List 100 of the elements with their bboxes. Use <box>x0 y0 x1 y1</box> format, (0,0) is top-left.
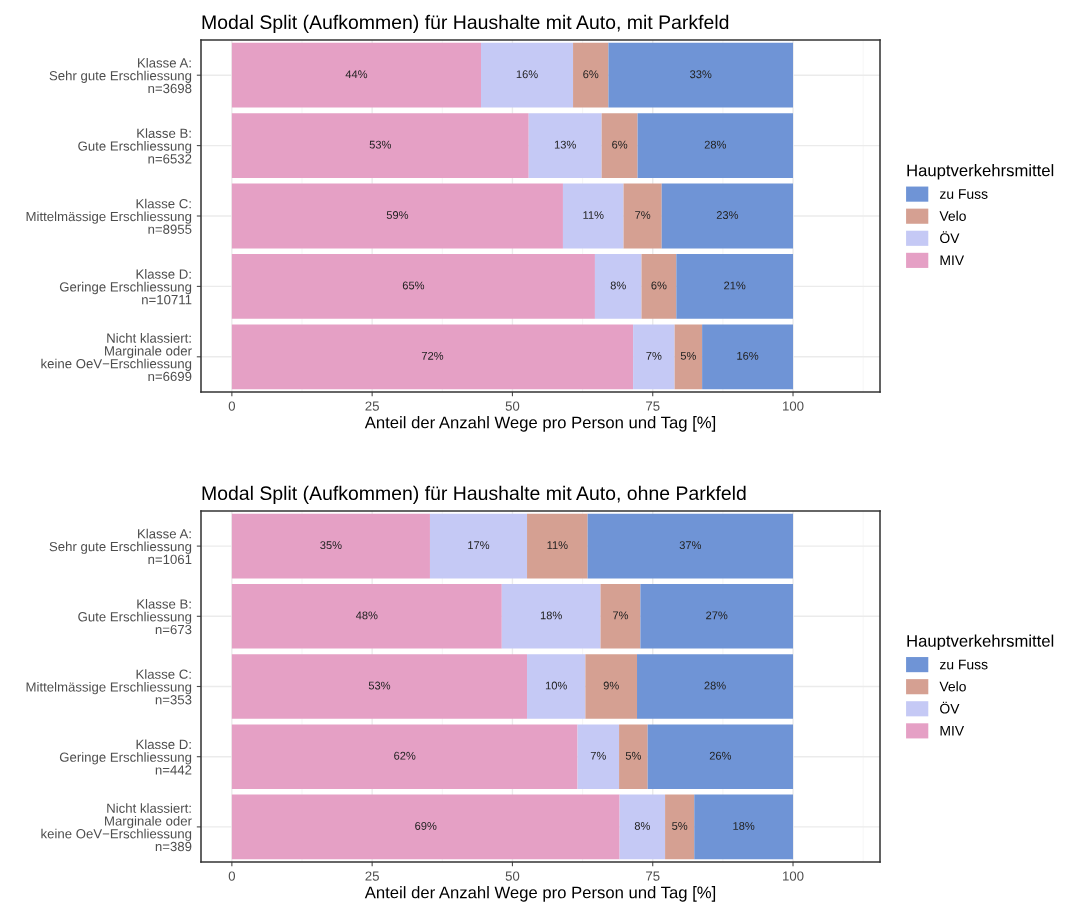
bar <box>231 113 529 178</box>
y-tick-label: Klasse A: Sehr gute Erschliessung n=3698 <box>49 57 192 94</box>
bar <box>608 42 794 108</box>
bar <box>674 324 703 390</box>
bar <box>231 584 502 649</box>
bar <box>600 584 641 649</box>
data-label: 9% <box>603 681 619 690</box>
data-label: 6% <box>612 140 628 149</box>
data-label: 7% <box>635 211 651 219</box>
bar <box>573 42 609 108</box>
data-label: 28% <box>704 140 727 149</box>
data-label: 7% <box>590 751 606 760</box>
data-label: 26% <box>709 751 732 760</box>
bar <box>637 113 794 178</box>
data-label: 5% <box>672 822 688 830</box>
y-tick-label: Klasse D: Geringe Erschliessung n=442 <box>59 739 192 775</box>
data-label: 65% <box>402 281 425 290</box>
bar <box>640 584 794 649</box>
bar <box>527 513 588 579</box>
legend-label: ÖV <box>940 701 960 714</box>
legend-label: MIV <box>940 725 965 736</box>
legend-label: Velo <box>939 210 966 221</box>
y-tick-label: Klasse A: Sehr gute Erschliessung n=1061 <box>49 528 192 565</box>
y-tick-label: Klasse B: Gute Erschliessung n=673 <box>78 598 192 635</box>
bar <box>601 113 638 178</box>
chart-title: Modal Split (Aufkommen) für Haushalte mit Auto, ohne Parkfeld <box>202 485 746 504</box>
bar <box>231 794 620 860</box>
bar <box>594 254 642 319</box>
data-label: 72% <box>421 351 444 360</box>
data-label: 62% <box>394 751 416 760</box>
x-tick-label: 25 <box>365 871 379 881</box>
legend-title: Hauptverkehrsmittel <box>907 164 1054 180</box>
bar <box>694 794 794 860</box>
data-label: 10% <box>545 681 567 690</box>
bar <box>231 183 563 249</box>
bar <box>429 513 528 579</box>
bar <box>587 513 794 579</box>
legend-title: Hauptverkehrsmittel <box>907 634 1054 651</box>
data-label: 35% <box>320 541 342 550</box>
bar <box>702 324 794 390</box>
x-axis-title: Anteil der Anzahl Wege pro Person und Tag [%] <box>364 886 716 902</box>
data-label: 6% <box>583 70 599 79</box>
bar <box>231 42 482 108</box>
bar <box>501 584 601 649</box>
data-label: 18% <box>733 822 755 830</box>
x-tick-label: 50 <box>505 871 520 881</box>
data-label: 48% <box>355 611 378 620</box>
data-label: 23% <box>716 211 739 219</box>
data-label: 8% <box>634 822 650 830</box>
bar <box>637 654 794 719</box>
bar <box>665 794 695 860</box>
bar <box>641 254 677 319</box>
bar <box>577 724 620 789</box>
bar <box>661 183 794 249</box>
bar <box>231 254 595 319</box>
data-label: 11% <box>583 211 604 219</box>
x-tick-label: 100 <box>783 401 804 411</box>
bar <box>527 654 586 719</box>
y-tick-label: Klasse C: Mittelmässige Erschliessung n=353 <box>26 669 192 705</box>
data-label: 11% <box>547 541 568 550</box>
data-label: 53% <box>368 681 391 690</box>
bar <box>231 654 528 719</box>
data-label: 13% <box>554 140 576 149</box>
legend-label: zu Fuss <box>939 189 988 199</box>
legend-label: MIV <box>940 255 965 266</box>
bar <box>619 724 648 789</box>
y-tick-label: Klasse C: Mittelmässige Erschliessung n=8955 <box>26 198 192 234</box>
x-axis-title: Anteil der Anzahl Wege pro Person und Tag [%] <box>364 416 716 432</box>
data-label: 69% <box>415 822 437 830</box>
x-tick-label: 50 <box>505 401 520 411</box>
bar <box>528 113 602 178</box>
data-label: 8% <box>610 281 626 290</box>
data-label: 7% <box>646 351 662 360</box>
bar <box>231 324 634 390</box>
bar <box>562 183 624 249</box>
x-tick-label: 100 <box>783 871 804 881</box>
bar <box>231 724 578 789</box>
x-tick-label: 0 <box>228 401 236 411</box>
data-label: 6% <box>651 281 667 290</box>
bar <box>676 254 794 319</box>
data-label: 7% <box>613 611 629 620</box>
x-tick-label: 75 <box>646 871 660 881</box>
bar <box>231 513 430 579</box>
data-label: 53% <box>369 140 392 149</box>
x-tick-label: 75 <box>646 401 660 411</box>
data-label: 16% <box>516 70 538 79</box>
data-label: 5% <box>680 351 696 360</box>
y-tick-label: Klasse D: Geringe Erschliessung n=10711 <box>59 269 192 305</box>
data-label: 44% <box>345 70 368 79</box>
bar <box>623 183 662 249</box>
legend-label: Velo <box>939 681 966 692</box>
x-tick-label: 25 <box>365 401 379 411</box>
data-label: 17% <box>468 541 490 550</box>
data-label: 59% <box>386 211 409 219</box>
data-label: 18% <box>540 611 562 620</box>
data-label: 21% <box>724 281 746 290</box>
bar <box>647 724 794 789</box>
data-label: 16% <box>737 351 759 360</box>
bar <box>619 794 666 860</box>
legend-label: ÖV <box>940 231 960 244</box>
